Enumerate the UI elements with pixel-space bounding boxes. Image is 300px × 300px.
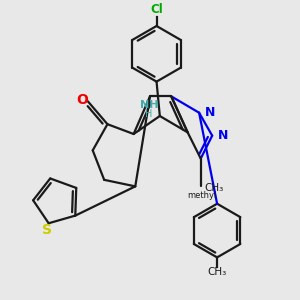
Text: Cl: Cl [150, 3, 163, 16]
Text: NH: NH [140, 100, 158, 110]
Text: H: H [146, 109, 153, 119]
Text: methyl: methyl [188, 191, 217, 200]
Text: CH₃: CH₃ [208, 267, 227, 277]
Text: O: O [76, 93, 88, 106]
Text: N: N [218, 129, 228, 142]
Text: N: N [205, 106, 215, 119]
Text: CH₃: CH₃ [204, 183, 223, 193]
Text: S: S [42, 224, 52, 238]
